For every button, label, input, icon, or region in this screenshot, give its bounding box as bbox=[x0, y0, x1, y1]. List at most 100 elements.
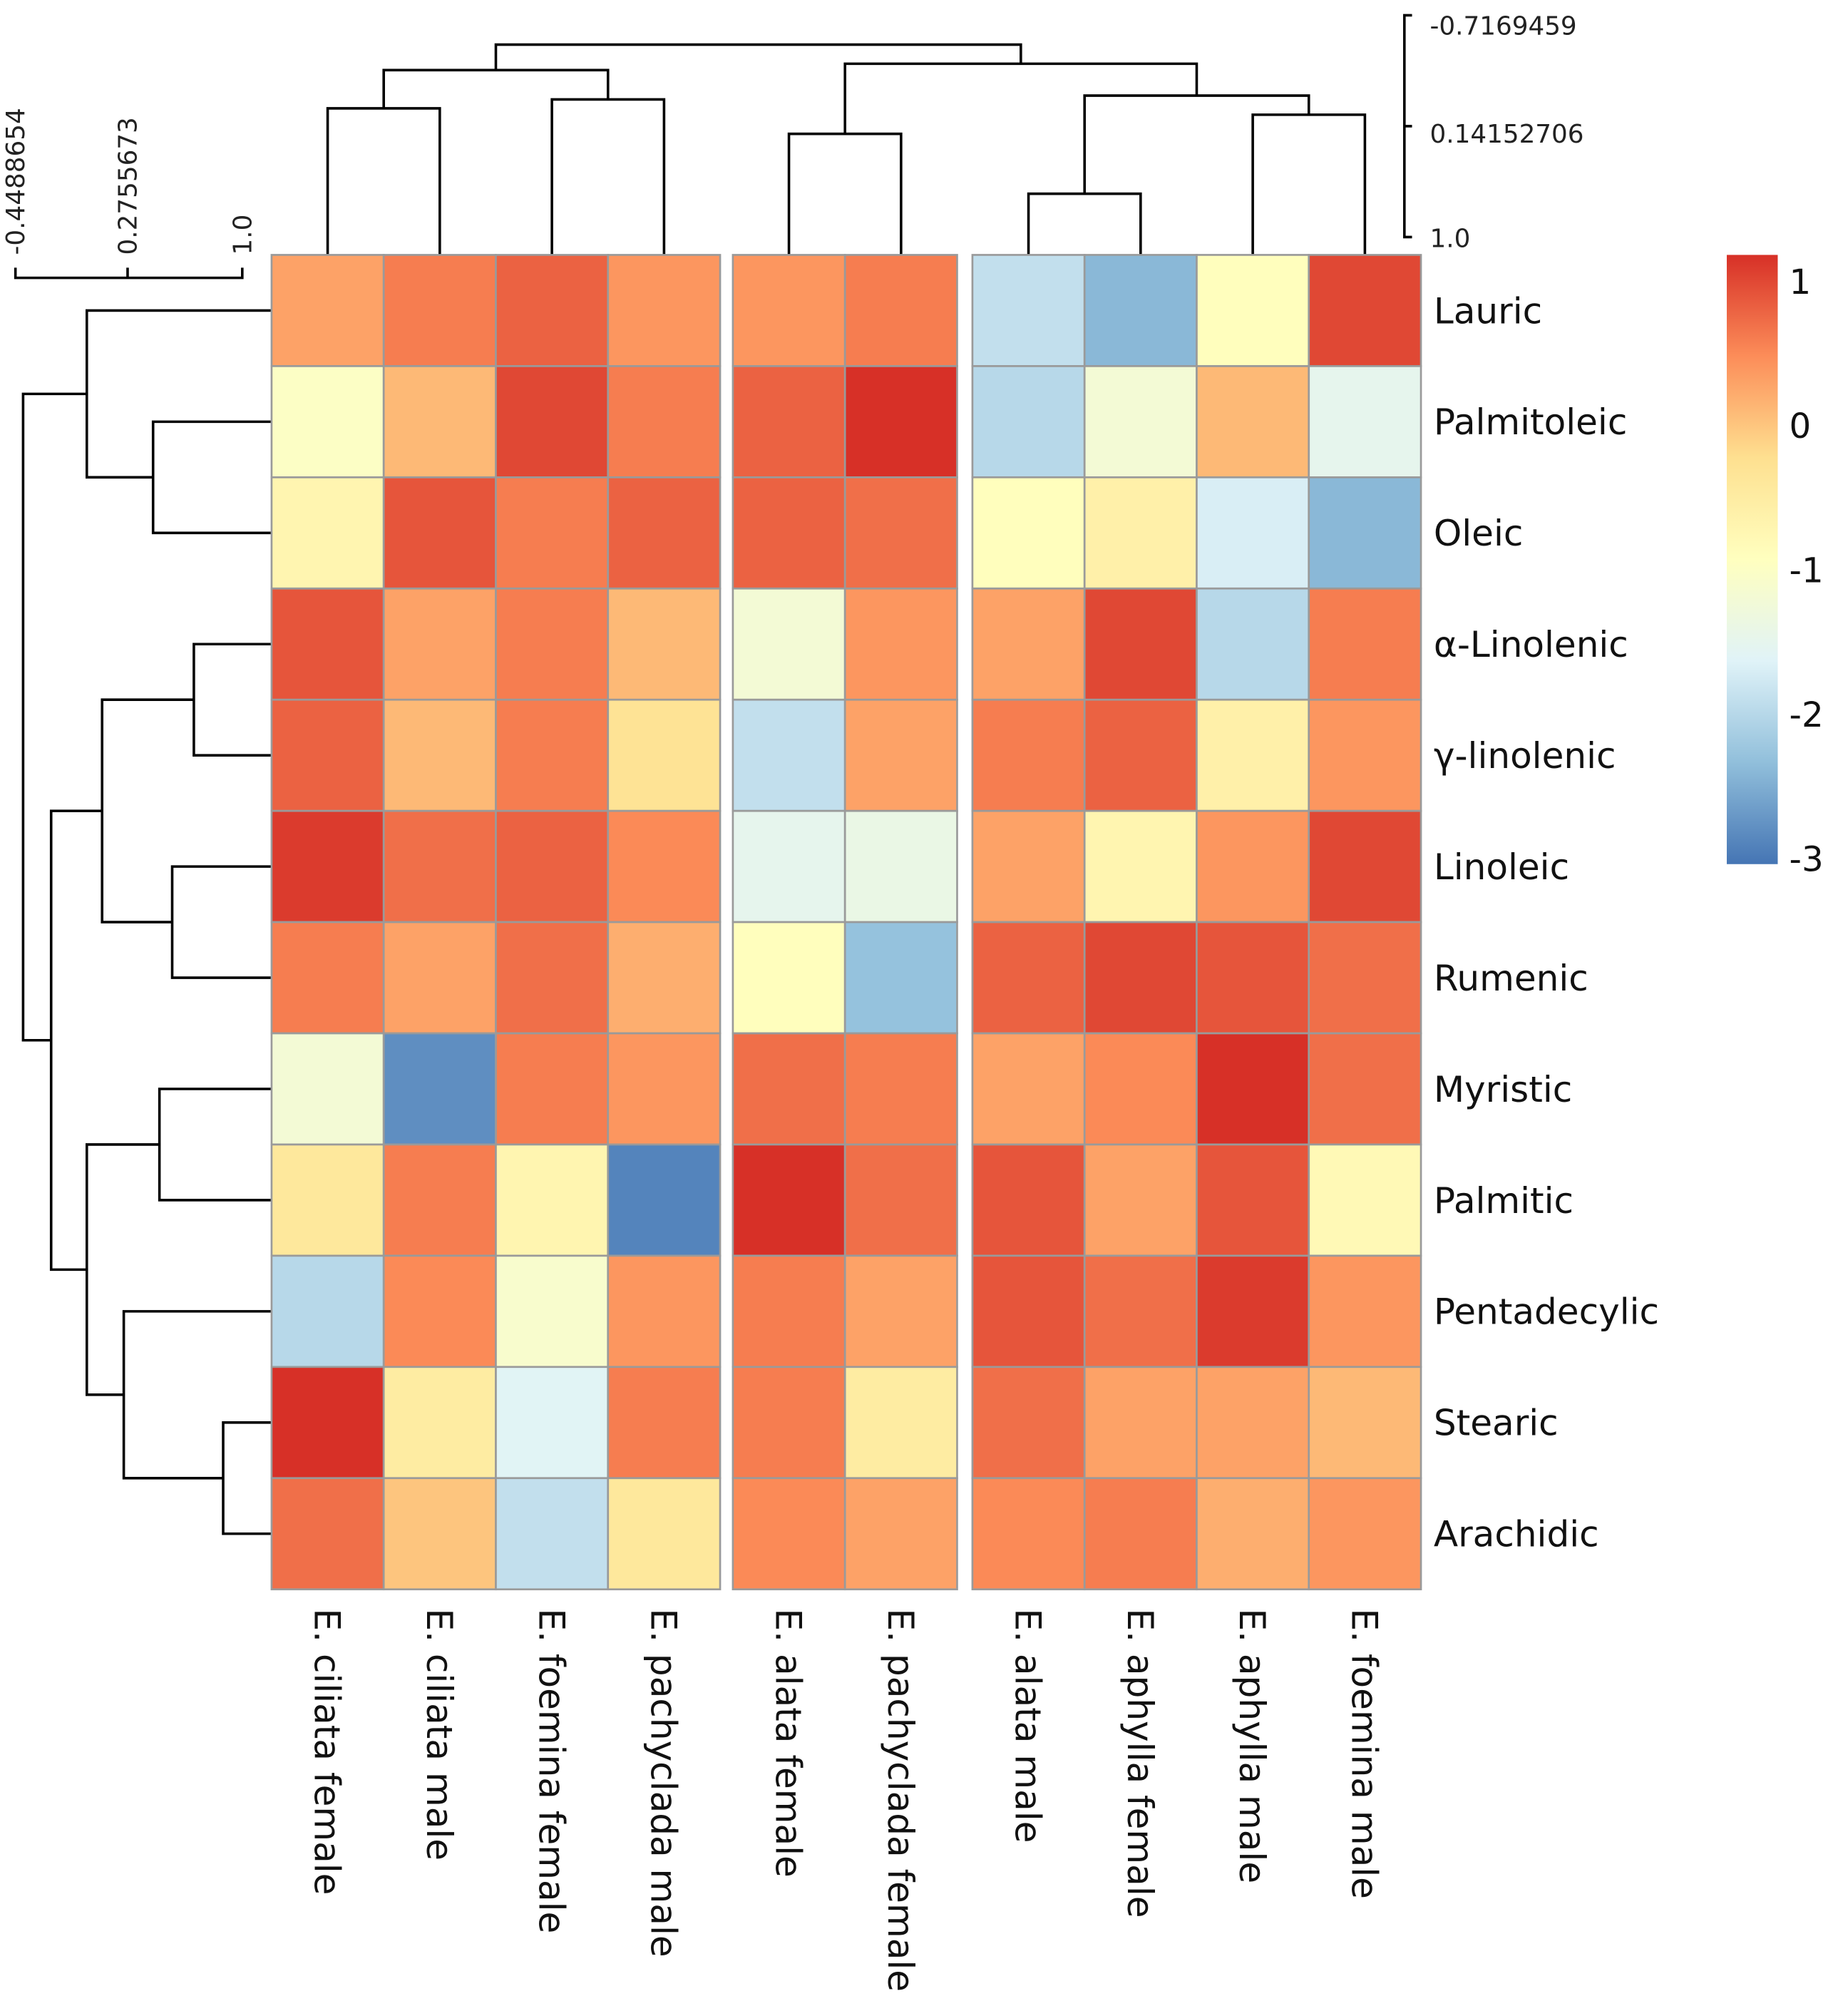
heatmap-cell bbox=[270, 587, 385, 701]
heatmap-cell bbox=[270, 809, 385, 923]
heatmap-cell bbox=[1196, 809, 1310, 923]
heatmap-cell bbox=[843, 365, 958, 478]
dendrogram-branch bbox=[122, 1310, 272, 1480]
heatmap-cell bbox=[1083, 1366, 1198, 1480]
heatmap-cell bbox=[971, 809, 1086, 923]
heatmap-cell bbox=[382, 254, 497, 367]
heatmap-cell bbox=[382, 1143, 497, 1257]
heatmap-cell bbox=[1308, 1254, 1422, 1368]
column-label: E. ciliata female bbox=[307, 1609, 348, 1895]
heatmap-cell bbox=[382, 1366, 497, 1480]
column-scale-label: 0.14152706 bbox=[1430, 120, 1584, 149]
heatmap-cell bbox=[1308, 698, 1422, 812]
heatmap-cell bbox=[382, 809, 497, 923]
heatmap-cell bbox=[1308, 587, 1422, 701]
heatmap-cell bbox=[732, 1254, 846, 1368]
heatmap-cell bbox=[843, 254, 958, 367]
dendrogram-branch bbox=[326, 107, 441, 255]
heatmap-cell bbox=[270, 921, 385, 1035]
heatmap-cell bbox=[971, 1143, 1086, 1257]
column-label: E. foemina male bbox=[1344, 1609, 1385, 1899]
dendrogram-branch bbox=[843, 62, 1198, 134]
heatmap-cell bbox=[270, 1143, 385, 1257]
heatmap-cell bbox=[270, 698, 385, 812]
heatmap-cell bbox=[1083, 1254, 1198, 1368]
heatmap-cell bbox=[843, 476, 958, 590]
heatmap-cell bbox=[1308, 809, 1422, 923]
heatmap-cell bbox=[732, 1143, 846, 1257]
heatmap-cell bbox=[1196, 1477, 1310, 1591]
heatmap-cell bbox=[1308, 476, 1422, 590]
heatmap-cell bbox=[1083, 254, 1198, 367]
dendrograms bbox=[21, 43, 1367, 1535]
heatmap-cell bbox=[1308, 254, 1422, 367]
column-label: E. alata female bbox=[768, 1609, 809, 1878]
heatmap-cell bbox=[607, 1143, 722, 1257]
heatmap-cell bbox=[732, 698, 846, 812]
column-label: E. alata male bbox=[1007, 1609, 1049, 1843]
heatmap-cell bbox=[607, 587, 722, 701]
heatmap-cell bbox=[1083, 1143, 1198, 1257]
row-scale-label: -0.4488654 bbox=[1, 108, 31, 255]
heatmap-cell bbox=[1083, 1477, 1198, 1591]
heatmap-cell bbox=[971, 1366, 1086, 1480]
heatmap-cell bbox=[607, 254, 722, 367]
heatmap-cell bbox=[1308, 1477, 1422, 1591]
heatmap-cell bbox=[1308, 365, 1422, 478]
heatmap-cell bbox=[607, 1366, 722, 1480]
heatmap-cell bbox=[1196, 1254, 1310, 1368]
heatmap-cell bbox=[1083, 698, 1198, 812]
heatmap-cell bbox=[495, 921, 610, 1035]
heatmap-cell bbox=[1083, 921, 1198, 1035]
column-scale-label: -0.7169459 bbox=[1430, 11, 1577, 41]
column-scale-label: 1.0 bbox=[1430, 225, 1471, 254]
heatmap-cell bbox=[732, 254, 846, 367]
column-label: E. aphylla male bbox=[1231, 1609, 1273, 1884]
row-label: Stearic bbox=[1434, 1403, 1559, 1444]
heatmap-cell bbox=[495, 809, 610, 923]
heatmap-cell bbox=[382, 587, 497, 701]
row-scale-label: 0.2755673 bbox=[113, 117, 143, 255]
heatmap-cell bbox=[1308, 1143, 1422, 1257]
heatmap-cell bbox=[495, 1032, 610, 1146]
column-labels: E. ciliata female E. ciliata male E. foemi… bbox=[307, 1609, 1385, 1992]
column-label: E. foemina female bbox=[530, 1609, 572, 1934]
row-labels: Lauric Palmitoleic Oleic α-Linolenic γ-linol… bbox=[1434, 290, 1659, 1555]
dendrogram-branch bbox=[170, 865, 272, 979]
heatmap-cell bbox=[843, 1143, 958, 1257]
heatmap-cell bbox=[1196, 1032, 1310, 1146]
heatmap-cell bbox=[1083, 809, 1198, 923]
heatmap-cell bbox=[495, 587, 610, 701]
heatmap-cell bbox=[495, 365, 610, 478]
colorbar bbox=[1726, 255, 1778, 864]
heatmap-cell bbox=[971, 365, 1086, 478]
heatmap-cell bbox=[607, 476, 722, 590]
heatmap-cell bbox=[382, 921, 497, 1035]
row-label: Arachidic bbox=[1434, 1514, 1599, 1555]
heatmap-cell bbox=[843, 1032, 958, 1146]
heatmap-cell bbox=[1196, 254, 1310, 367]
column-label: E. pachyclada female bbox=[880, 1609, 921, 1992]
row-label: Pentadecylic bbox=[1434, 1291, 1659, 1333]
heatmap-cell bbox=[732, 1032, 846, 1146]
heatmap-cell bbox=[843, 698, 958, 812]
column-label: E. pachyclada male bbox=[643, 1609, 684, 1958]
dendrogram-branch bbox=[85, 309, 272, 479]
heatmap-cell bbox=[270, 1366, 385, 1480]
row-label: α-Linolenic bbox=[1434, 624, 1628, 665]
heatmap-cell bbox=[495, 1366, 610, 1480]
heatmap-cell bbox=[1083, 476, 1198, 590]
heatmap-cell bbox=[971, 1477, 1086, 1591]
heatmap-cell bbox=[270, 365, 385, 478]
heatmap-cells bbox=[270, 254, 1422, 1591]
dendrogram-branch bbox=[550, 98, 666, 255]
heatmap-cell bbox=[971, 587, 1086, 701]
heatmap-cell bbox=[843, 1366, 958, 1480]
heatmap-cell bbox=[732, 365, 846, 478]
heatmap-cell bbox=[843, 587, 958, 701]
heatmap-cell bbox=[971, 1032, 1086, 1146]
heatmap-cell bbox=[270, 1032, 385, 1146]
heatmap-cell bbox=[607, 1477, 722, 1591]
heatmap-cell bbox=[1196, 476, 1310, 590]
